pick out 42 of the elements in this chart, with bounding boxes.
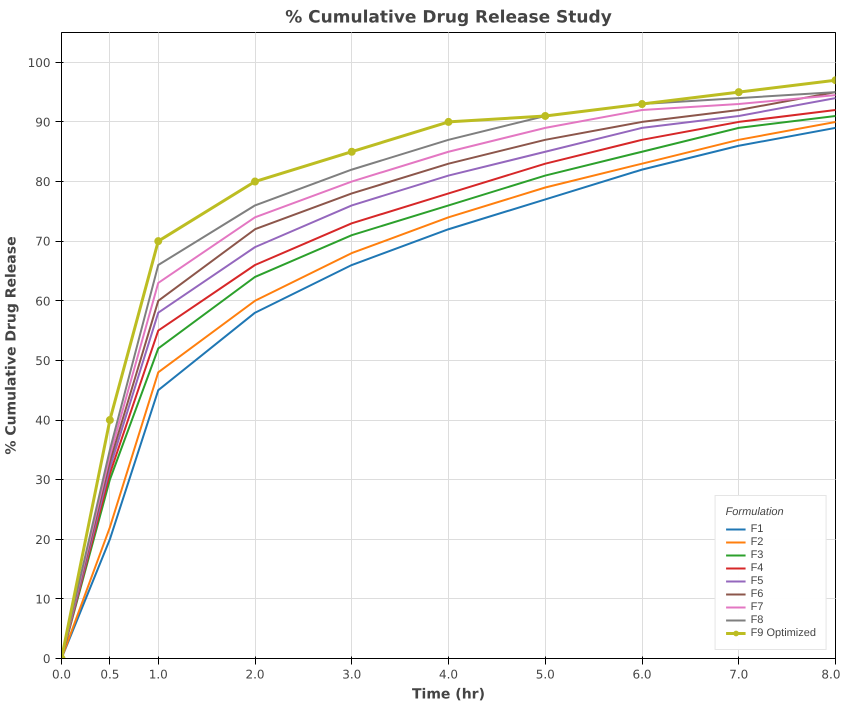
x-tick-label: 0.5 [100,668,120,682]
x-tick-label: 5.0 [536,668,555,682]
x-axis-title: Time (hr) [412,686,485,702]
x-tick-label: 0.0 [52,668,72,682]
legend-label: F6 [750,588,764,600]
y-tick-label: 40 [35,414,51,428]
y-tick-label: 10 [35,592,51,606]
point [154,237,162,246]
legend-label: F8 [750,614,764,626]
point [638,100,646,108]
y-tick-label: 20 [35,532,51,547]
legend-title: Formulation [726,506,785,518]
y-tick-label: 90 [35,115,51,130]
legend-label: F3 [750,549,764,561]
x-tick-label: 3.0 [342,668,362,682]
x-tick-label: 1.0 [148,668,168,682]
x-tick-label: 8.0 [821,668,841,682]
legend-label: F2 [750,536,764,548]
y-tick-label: 0 [42,652,51,666]
legend-label: F5 [750,575,764,587]
y-tick-label: 60 [35,294,51,308]
x-tick-label: 2.0 [245,668,265,682]
point [251,178,259,186]
y-tick-label: 50 [35,354,51,368]
point [541,112,550,120]
x-tick-label: 7.0 [729,668,748,682]
y-tick-label: 70 [35,234,51,249]
legend-label: F9 Optimized [750,627,816,639]
y-tick-label: 30 [35,473,51,488]
point [348,148,356,156]
point [444,118,452,126]
y-axis-title: % Cumulative Drug Release [4,236,20,455]
chart-title: % Cumulative Drug Release Study [285,8,612,28]
legend-label: F7 [750,601,764,613]
y-tick-label: 80 [35,175,51,190]
point [106,416,114,424]
x-tick-label: 4.0 [438,668,458,682]
legend-label: F1 [750,523,764,535]
x-tick-label: 6.0 [632,668,652,682]
y-tick-label: 100 [28,56,50,70]
legend-label: F4 [750,562,764,574]
point [734,88,743,96]
